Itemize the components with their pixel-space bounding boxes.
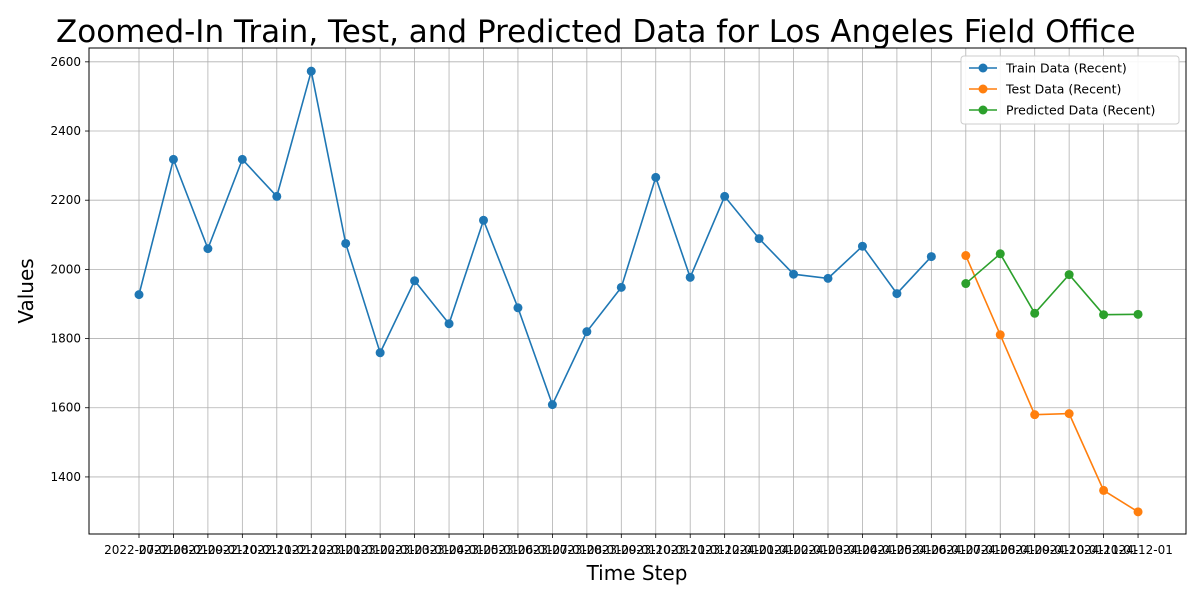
legend-item: Predicted Data (Recent)	[969, 103, 1155, 118]
x-tick-label: 2024-07-01	[931, 543, 1001, 557]
x-tick-label: 2022-12-01	[276, 543, 346, 557]
legend-box	[960, 55, 1180, 125]
legend-item: Test Data (Recent)	[969, 82, 1121, 97]
x-tick-label: 2024-10-01	[1034, 543, 1104, 557]
legend-marker	[978, 84, 988, 94]
data-point	[961, 251, 971, 261]
data-point	[582, 327, 592, 337]
x-axis-title: Time Step	[586, 561, 688, 585]
data-point	[857, 241, 867, 251]
data-point	[1133, 309, 1143, 319]
data-point	[1064, 409, 1074, 419]
x-tick-label: 2024-08-01	[965, 543, 1035, 557]
data-point	[547, 400, 557, 410]
data-point	[995, 249, 1005, 259]
data-point	[1133, 507, 1143, 517]
data-point	[823, 273, 833, 283]
x-tick-label: 2024-09-01	[1000, 543, 1070, 557]
data-point	[892, 289, 902, 299]
x-tick-label: 2023-08-01	[552, 543, 622, 557]
x-tick-label: 2024-05-01	[862, 543, 932, 557]
x-tick-label: 2024-02-01	[759, 543, 829, 557]
x-tick-label: 2023-02-01	[345, 543, 415, 557]
x-tick-label: 2023-12-01	[690, 543, 760, 557]
y-tick-label: 2000	[50, 262, 81, 276]
x-tick-label: 2024-11-01	[1069, 543, 1139, 557]
data-point	[375, 348, 385, 358]
chart-title: Zoomed-In Train, Test, and Predicted Dat…	[56, 14, 1136, 50]
data-point	[961, 279, 971, 289]
legend-label: Train Data (Recent)	[1005, 61, 1127, 76]
y-axis-title: Values	[14, 258, 38, 323]
legend-item: Train Data (Recent)	[969, 61, 1127, 76]
x-tick-label: 2023-09-01	[586, 543, 656, 557]
x-tick-label: 2022-11-01	[242, 543, 312, 557]
y-tick-label: 1400	[50, 470, 81, 484]
data-point	[1030, 410, 1040, 420]
x-tick-label: 2023-11-01	[655, 543, 725, 557]
y-axis: 1400 1600 1800 2000 2200 2400 2600	[50, 55, 89, 484]
data-point	[1099, 310, 1109, 320]
x-tick-label: 2023-01-01	[311, 543, 381, 557]
data-point	[685, 272, 695, 282]
data-point	[720, 191, 730, 201]
data-point	[789, 269, 799, 279]
grid	[89, 48, 1186, 534]
x-axis: 2022-07-012022-08-012022-09-012022-10-01…	[104, 534, 1173, 557]
data-point	[134, 290, 144, 300]
x-tick-label: 2023-07-01	[518, 543, 588, 557]
data-point	[995, 330, 1005, 340]
series-line	[965, 252, 1139, 316]
data-point	[926, 252, 936, 262]
x-tick-label: 2023-04-01	[414, 543, 484, 557]
data-point	[237, 154, 247, 164]
y-tick-label: 2400	[50, 124, 81, 138]
x-tick-label: 2023-05-01	[449, 543, 519, 557]
data-point	[444, 319, 454, 329]
y-tick-label: 1600	[50, 401, 81, 415]
plot-frame	[88, 47, 1187, 535]
data-point	[203, 244, 213, 254]
legend-marker	[978, 63, 988, 73]
legend-label: Predicted Data (Recent)	[1006, 103, 1155, 118]
legend: Train Data (Recent) Test Data (Recent) Pre…	[960, 55, 1180, 125]
y-tick-label: 1800	[50, 332, 81, 346]
data-point	[410, 276, 420, 286]
series-layer	[134, 66, 1143, 517]
x-tick-label: 2024-12-01	[1103, 543, 1173, 557]
series-3	[961, 249, 1143, 320]
x-tick-label: 2022-10-01	[207, 543, 277, 557]
y-tick-label: 2600	[50, 55, 81, 69]
x-tick-label: 2024-01-01	[724, 543, 794, 557]
x-tick-label: 2024-03-01	[793, 543, 863, 557]
data-point	[651, 172, 661, 182]
data-point	[306, 66, 316, 76]
legend-marker	[978, 105, 988, 115]
data-point	[616, 282, 626, 292]
data-point	[341, 238, 351, 248]
legend-label: Test Data (Recent)	[1005, 82, 1121, 97]
x-tick-label: 2022-07-01	[104, 543, 174, 557]
data-point	[1030, 308, 1040, 318]
x-tick-label: 2023-03-01	[380, 543, 450, 557]
x-tick-label: 2022-08-01	[139, 543, 209, 557]
series-line	[138, 70, 932, 407]
data-point	[479, 215, 488, 225]
data-point	[1099, 485, 1109, 495]
series-2	[961, 251, 1143, 517]
y-tick-label: 2200	[50, 193, 81, 207]
x-tick-label: 2024-06-01	[896, 543, 966, 557]
data-point	[754, 234, 764, 244]
x-tick-label: 2023-10-01	[621, 543, 691, 557]
data-point	[272, 191, 282, 201]
data-point	[1064, 270, 1074, 280]
series-line	[965, 255, 1139, 513]
x-tick-label: 2023-06-01	[483, 543, 553, 557]
data-point	[513, 303, 523, 313]
series-1	[134, 66, 936, 410]
x-tick-label: 2024-04-01	[828, 543, 898, 557]
x-tick-label: 2022-09-01	[173, 543, 243, 557]
data-point	[168, 154, 178, 164]
